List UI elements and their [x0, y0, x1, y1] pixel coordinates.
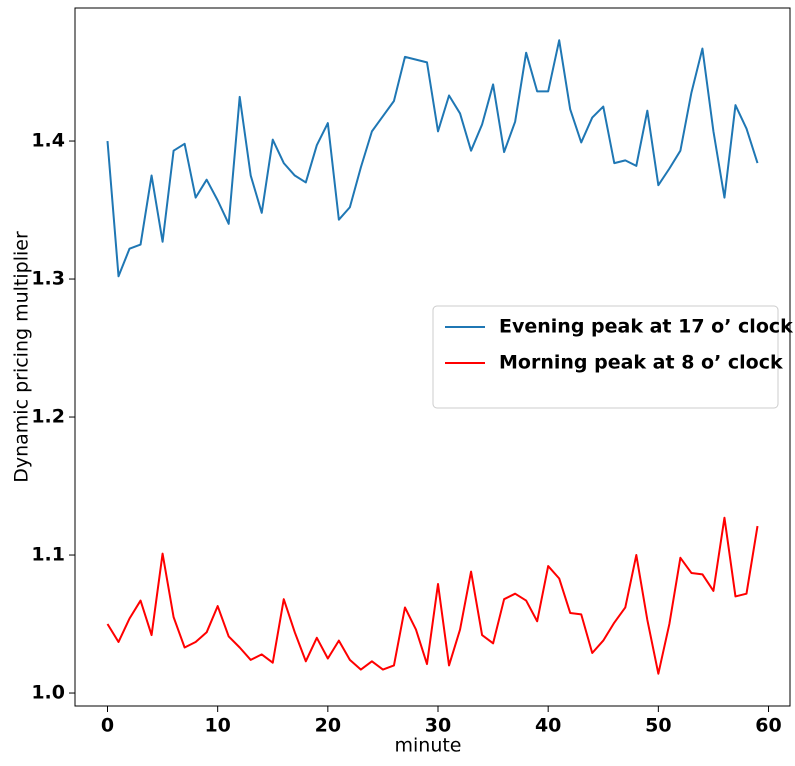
- y-tick-label: 1.1: [31, 544, 65, 566]
- x-axis-label: minute: [394, 735, 461, 757]
- y-tick-label: 1.2: [31, 406, 65, 428]
- y-axis-label: Dynamic pricing multiplier: [11, 231, 33, 483]
- x-tick-label: 30: [425, 715, 451, 737]
- y-tick-label: 1.0: [31, 682, 65, 704]
- legend-box: [432, 305, 779, 409]
- legend-label: Evening peak at 17 o’ clock: [499, 316, 793, 338]
- x-tick-label: 50: [645, 715, 671, 737]
- x-tick-label: 60: [755, 715, 781, 737]
- x-tick-label: 20: [315, 715, 341, 737]
- x-tick-label: 0: [101, 715, 114, 737]
- legend-label: Morning peak at 8 o’ clock: [499, 352, 783, 374]
- y-tick-label: 1.3: [31, 268, 65, 290]
- series-line: [106, 516, 759, 675]
- x-tick-label: 10: [204, 715, 230, 737]
- series-line: [106, 39, 759, 278]
- y-tick-label: 1.4: [31, 130, 65, 152]
- plot-frame: [74, 7, 791, 707]
- x-tick-label: 40: [535, 715, 561, 737]
